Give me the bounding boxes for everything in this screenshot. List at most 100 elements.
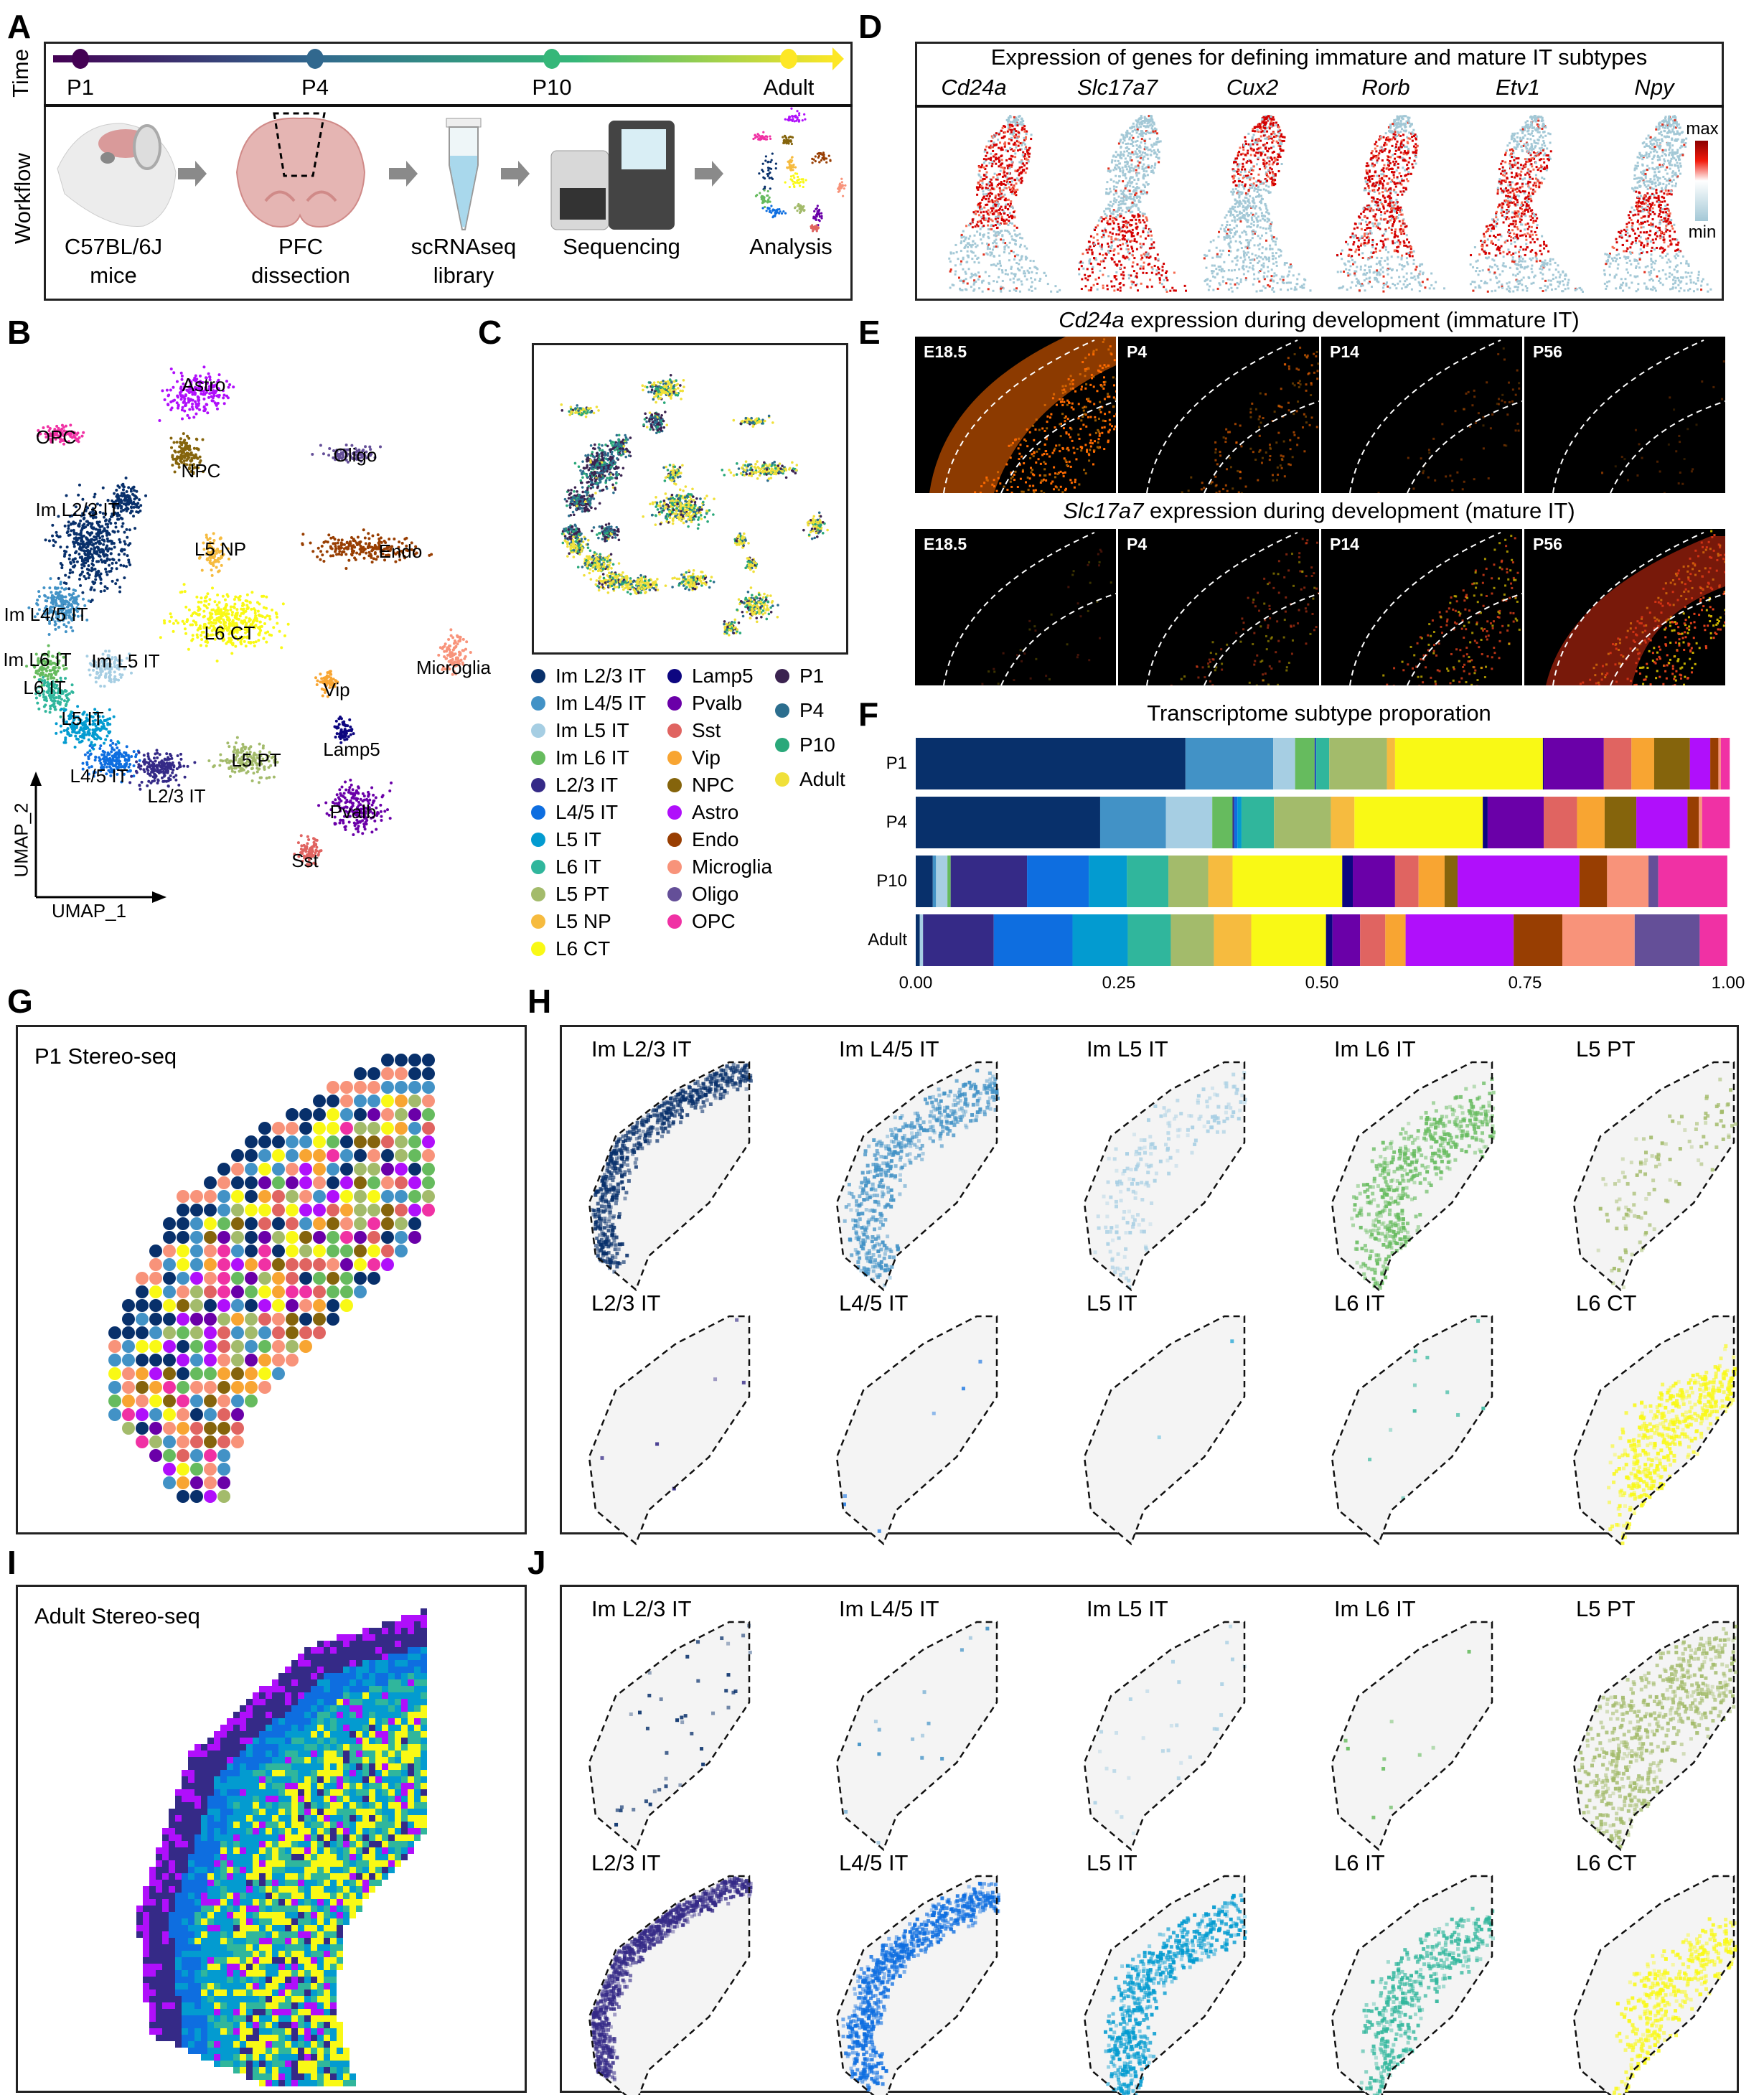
expression-point — [1371, 238, 1374, 241]
expression-point — [1545, 244, 1548, 247]
expression-point — [1381, 169, 1384, 172]
expression-point — [1270, 222, 1272, 225]
expression-point — [1529, 235, 1531, 238]
expression-point — [1233, 268, 1236, 271]
expression-point — [1488, 265, 1491, 268]
expression-point — [1115, 151, 1117, 154]
expression-point — [1404, 123, 1407, 126]
expression-point — [1270, 221, 1273, 224]
expression-point — [1514, 195, 1517, 198]
expression-point — [1146, 146, 1149, 149]
umap-icon-point — [763, 189, 766, 192]
expression-point — [1383, 174, 1386, 177]
expression-point — [1412, 151, 1415, 154]
expression-point — [1397, 239, 1400, 242]
expression-point — [1523, 143, 1526, 146]
expression-point — [996, 220, 999, 223]
expression-point — [1259, 208, 1262, 211]
expression-point — [981, 179, 984, 182]
expression-point — [1244, 251, 1247, 254]
expression-point — [1562, 290, 1564, 293]
expression-point — [1366, 242, 1369, 245]
expression-point — [1283, 262, 1286, 265]
expression-point — [1534, 215, 1537, 217]
expression-point — [1092, 245, 1095, 248]
expression-point — [1003, 131, 1005, 134]
expression-point — [1154, 130, 1157, 133]
expression-point — [1376, 273, 1379, 276]
expression-point — [1531, 146, 1534, 149]
expression-point — [1481, 269, 1484, 272]
expression-point — [1400, 258, 1403, 261]
expression-point — [1138, 201, 1141, 204]
expression-point — [1396, 117, 1399, 120]
expression-point — [1226, 236, 1229, 239]
tube-icon — [446, 118, 482, 230]
expression-point — [1122, 283, 1125, 286]
expression-point — [1509, 162, 1511, 165]
expression-point — [1397, 166, 1399, 169]
expression-point — [1542, 240, 1545, 243]
expression-point — [1510, 167, 1513, 170]
expression-point — [1137, 213, 1140, 216]
expression-point — [1498, 204, 1501, 207]
expression-point — [1130, 280, 1133, 283]
expression-point — [1010, 139, 1013, 141]
expression-point — [1145, 166, 1148, 169]
expression-point — [998, 156, 1000, 159]
expression-point — [1021, 144, 1023, 146]
expression-point — [967, 254, 970, 257]
expression-point — [1539, 286, 1542, 289]
expression-point — [1125, 142, 1127, 145]
expression-point — [1139, 211, 1142, 214]
expression-point — [965, 261, 968, 263]
expression-point — [1341, 258, 1343, 261]
expression-point — [1281, 139, 1284, 142]
expression-point — [1124, 187, 1127, 190]
expression-point — [1105, 191, 1108, 194]
expression-point — [1257, 173, 1260, 176]
expression-point — [1127, 189, 1130, 192]
expression-point — [1235, 224, 1238, 227]
expression-point — [1104, 252, 1107, 255]
expression-point — [1511, 258, 1514, 261]
expression-point — [1529, 176, 1531, 179]
expression-point — [1014, 152, 1017, 155]
expression-point — [1382, 244, 1385, 247]
expression-point — [1392, 131, 1394, 133]
expression-point — [1363, 209, 1366, 212]
expression-point — [1367, 184, 1370, 187]
expression-point — [1255, 195, 1258, 198]
expression-point — [995, 143, 998, 146]
expression-point — [1364, 244, 1366, 247]
expression-point — [1526, 246, 1529, 249]
expression-point — [1280, 163, 1283, 166]
expression-point — [1263, 160, 1266, 163]
expression-point — [1242, 206, 1244, 209]
expression-point — [1389, 180, 1392, 183]
expression-point — [1236, 277, 1239, 280]
expression-point — [1521, 260, 1524, 263]
expression-point — [1533, 157, 1536, 160]
expression-point — [1522, 144, 1525, 147]
expression-point — [1357, 279, 1360, 282]
expression-point — [1262, 262, 1265, 265]
expression-point — [1010, 235, 1013, 238]
expression-point — [1078, 261, 1081, 264]
expression-point — [1366, 272, 1369, 275]
expression-point — [1495, 214, 1498, 217]
expression-point — [1404, 225, 1407, 228]
expression-point — [1507, 194, 1510, 197]
expression-point — [1476, 259, 1479, 262]
expression-point — [1001, 271, 1004, 274]
expression-point — [1142, 132, 1145, 135]
expression-point — [1117, 252, 1120, 255]
expression-point — [1546, 167, 1549, 169]
expression-point — [1366, 223, 1369, 226]
expression-point — [995, 199, 998, 202]
expression-point — [1529, 250, 1532, 253]
expression-point — [1540, 120, 1543, 123]
expression-point — [1272, 178, 1275, 181]
expression-point — [1234, 240, 1237, 243]
expression-point — [1132, 270, 1135, 273]
